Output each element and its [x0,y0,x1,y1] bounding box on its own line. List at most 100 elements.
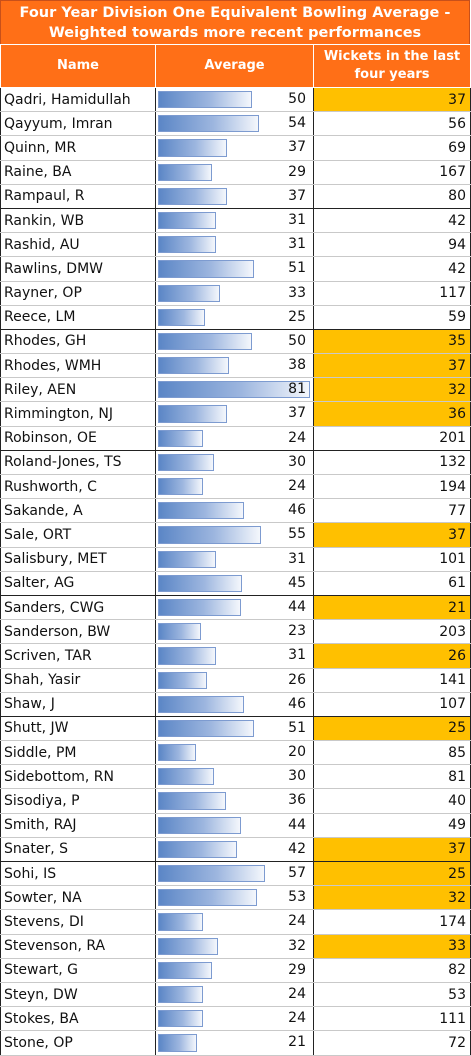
name-cell[interactable]: Sanderson, BW [0,619,156,645]
wickets-cell[interactable]: 201 [313,426,471,451]
wickets-cell[interactable]: 101 [313,547,471,572]
wickets-cell[interactable]: 85 [313,740,471,766]
wickets-cell[interactable]: 69 [313,135,471,161]
average-cell[interactable]: 36 [155,788,314,814]
wickets-cell[interactable]: 81 [313,764,471,790]
average-cell[interactable]: 51 [155,716,314,742]
name-cell[interactable]: Snater, S [0,837,156,863]
name-cell[interactable]: Stevenson, RA [0,934,156,959]
name-cell[interactable]: Rhodes, WMH [0,353,156,379]
average-cell[interactable]: 26 [155,668,314,693]
wickets-cell[interactable]: 77 [313,498,471,524]
average-cell[interactable]: 42 [155,837,314,863]
average-cell[interactable]: 30 [155,450,314,476]
wickets-cell[interactable]: 21 [313,595,471,621]
name-cell[interactable]: Stevens, DI [0,909,156,935]
name-cell[interactable]: Stokes, BA [0,1006,156,1032]
name-cell[interactable]: Rushworth, C [0,474,156,500]
average-cell[interactable]: 24 [155,982,314,1008]
average-cell[interactable]: 37 [155,184,314,209]
name-cell[interactable]: Rampaul, R [0,184,156,209]
name-cell[interactable]: Shutt, JW [0,716,156,742]
name-cell[interactable]: Rankin, WB [0,208,156,234]
name-cell[interactable]: Riley, AEN [0,377,156,403]
wickets-cell[interactable]: 167 [313,160,471,185]
name-cell[interactable]: Roland-Jones, TS [0,450,156,476]
name-cell[interactable]: Sakande, A [0,498,156,524]
average-cell[interactable]: 38 [155,353,314,379]
name-cell[interactable]: Rawlins, DMW [0,256,156,282]
average-cell[interactable]: 31 [155,547,314,572]
average-cell[interactable]: 31 [155,232,314,258]
average-cell[interactable]: 46 [155,498,314,524]
name-cell[interactable]: Scriven, TAR [0,643,156,669]
name-cell[interactable]: Salisbury, MET [0,547,156,572]
name-cell[interactable]: Steyn, DW [0,982,156,1008]
name-cell[interactable]: Siddle, PM [0,740,156,766]
average-cell[interactable]: 45 [155,571,314,596]
wickets-cell[interactable]: 42 [313,256,471,282]
wickets-cell[interactable]: 37 [313,87,471,113]
name-cell[interactable]: Salter, AG [0,571,156,596]
wickets-cell[interactable]: 117 [313,281,471,306]
name-cell[interactable]: Sanders, CWG [0,595,156,621]
name-cell[interactable]: Rashid, AU [0,232,156,258]
wickets-cell[interactable]: 36 [313,401,471,427]
name-cell[interactable]: Sidebottom, RN [0,764,156,790]
wickets-cell[interactable]: 42 [313,208,471,234]
name-cell[interactable]: Sale, ORT [0,522,156,548]
average-cell[interactable]: 51 [155,256,314,282]
name-cell[interactable]: Rhodes, GH [0,329,156,355]
average-cell[interactable]: 29 [155,958,314,983]
wickets-cell[interactable]: 94 [313,232,471,258]
name-cell[interactable]: Rimmington, NJ [0,401,156,427]
wickets-cell[interactable]: 141 [313,668,471,693]
wickets-cell[interactable]: 40 [313,788,471,814]
wickets-cell[interactable]: 53 [313,982,471,1008]
average-cell[interactable]: 31 [155,643,314,669]
name-cell[interactable]: Quinn, MR [0,135,156,161]
header-average[interactable]: Average [155,44,314,88]
average-cell[interactable]: 55 [155,522,314,548]
wickets-cell[interactable]: 80 [313,184,471,209]
name-cell[interactable]: Stewart, G [0,958,156,983]
average-cell[interactable]: 81 [155,377,314,403]
average-cell[interactable]: 46 [155,692,314,717]
name-cell[interactable]: Sisodiya, P [0,788,156,814]
wickets-cell[interactable]: 203 [313,619,471,645]
wickets-cell[interactable]: 33 [313,934,471,959]
wickets-cell[interactable]: 72 [313,1030,471,1056]
wickets-cell[interactable]: 25 [313,716,471,742]
name-cell[interactable]: Stone, OP [0,1030,156,1056]
wickets-cell[interactable]: 59 [313,305,471,330]
average-cell[interactable]: 23 [155,619,314,645]
average-cell[interactable]: 24 [155,909,314,935]
name-cell[interactable]: Smith, RAJ [0,813,156,838]
name-cell[interactable]: Rayner, OP [0,281,156,306]
average-cell[interactable]: 57 [155,861,314,887]
average-cell[interactable]: 30 [155,764,314,790]
average-cell[interactable]: 50 [155,87,314,113]
average-cell[interactable]: 20 [155,740,314,766]
name-cell[interactable]: Qayyum, Imran [0,111,156,137]
average-cell[interactable]: 25 [155,305,314,330]
name-cell[interactable]: Raine, BA [0,160,156,185]
average-cell[interactable]: 44 [155,595,314,621]
average-cell[interactable]: 50 [155,329,314,355]
average-cell[interactable]: 32 [155,934,314,959]
wickets-cell[interactable]: 174 [313,909,471,935]
average-cell[interactable]: 29 [155,160,314,185]
name-cell[interactable]: Shah, Yasir [0,668,156,693]
average-cell[interactable]: 33 [155,281,314,306]
wickets-cell[interactable]: 35 [313,329,471,355]
wickets-cell[interactable]: 26 [313,643,471,669]
wickets-cell[interactable]: 132 [313,450,471,476]
average-cell[interactable]: 37 [155,135,314,161]
average-cell[interactable]: 24 [155,474,314,500]
average-cell[interactable]: 24 [155,1006,314,1032]
name-cell[interactable]: Shaw, J [0,692,156,717]
wickets-cell[interactable]: 111 [313,1006,471,1032]
average-cell[interactable]: 31 [155,208,314,234]
average-cell[interactable]: 44 [155,813,314,838]
average-cell[interactable]: 21 [155,1030,314,1056]
